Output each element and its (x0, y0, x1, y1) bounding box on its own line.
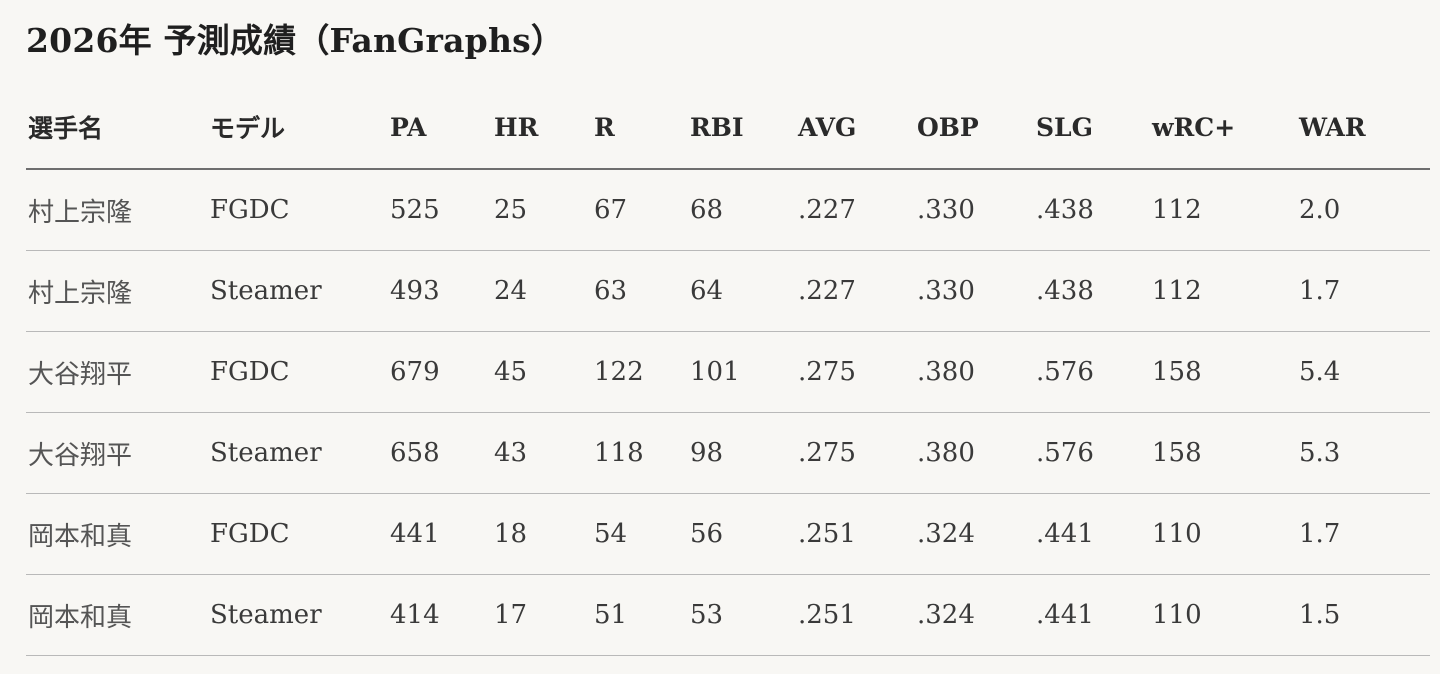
table-row: 岡本和真 Steamer 414 17 51 53 .251 .324 .441… (26, 574, 1430, 656)
r-cell: 63 (592, 250, 688, 332)
table-row: 岡本和真 FGDC 441 18 54 56 .251 .324 .441 11… (26, 493, 1430, 575)
rbi-cell: 56 (688, 493, 796, 575)
rbi-cell: 64 (688, 250, 796, 332)
obp-cell: .380 (915, 331, 1034, 413)
slg-cell: .441 (1034, 574, 1150, 656)
avg-cell: .227 (796, 169, 915, 251)
model-cell: FGDC (208, 169, 388, 251)
hr-cell: 43 (492, 412, 592, 494)
player-name-cell: 村上宗隆 (26, 250, 208, 332)
player-name-cell: 村上宗隆 (26, 169, 208, 251)
projection-table: 選手名 モデル PA HR R RBI AVG OBP SLG wRC+ WAR… (26, 86, 1430, 656)
war-cell: 1.7 (1297, 493, 1430, 575)
column-header-obp: OBP (915, 86, 1034, 170)
obp-cell: .380 (915, 412, 1034, 494)
wrc-plus-cell: 158 (1150, 412, 1297, 494)
column-header-pa: PA (388, 86, 492, 170)
player-name-cell: 岡本和真 (26, 493, 208, 575)
wrc-plus-cell: 110 (1150, 493, 1297, 575)
model-cell: Steamer (208, 412, 388, 494)
player-name-cell: 岡本和真 (26, 574, 208, 656)
obp-cell: .330 (915, 169, 1034, 251)
column-header-model: モデル (208, 86, 388, 170)
war-cell: 1.5 (1297, 574, 1430, 656)
r-cell: 67 (592, 169, 688, 251)
slg-cell: .576 (1034, 331, 1150, 413)
table-row: 村上宗隆 Steamer 493 24 63 64 .227 .330 .438… (26, 250, 1430, 332)
column-header-r: R (592, 86, 688, 170)
hr-cell: 24 (492, 250, 592, 332)
table-header: 選手名 モデル PA HR R RBI AVG OBP SLG wRC+ WAR (26, 86, 1430, 170)
column-header-hr: HR (492, 86, 592, 170)
avg-cell: .227 (796, 250, 915, 332)
rbi-cell: 98 (688, 412, 796, 494)
pa-cell: 493 (388, 250, 492, 332)
page-title: 2026年 予測成績（FanGraphs） (26, 21, 565, 60)
table-row: 村上宗隆 FGDC 525 25 67 68 .227 .330 .438 11… (26, 169, 1430, 251)
wrc-plus-cell: 110 (1150, 574, 1297, 656)
column-header-war: WAR (1297, 86, 1430, 170)
wrc-plus-cell: 112 (1150, 250, 1297, 332)
column-header-avg: AVG (796, 86, 915, 170)
r-cell: 118 (592, 412, 688, 494)
war-cell: 2.0 (1297, 169, 1430, 251)
model-cell: Steamer (208, 574, 388, 656)
avg-cell: .251 (796, 574, 915, 656)
pa-cell: 441 (388, 493, 492, 575)
column-header-slg: SLG (1034, 86, 1150, 170)
wrc-plus-cell: 158 (1150, 331, 1297, 413)
hr-cell: 18 (492, 493, 592, 575)
model-cell: Steamer (208, 250, 388, 332)
pa-cell: 525 (388, 169, 492, 251)
hr-cell: 17 (492, 574, 592, 656)
model-cell: FGDC (208, 493, 388, 575)
rbi-cell: 53 (688, 574, 796, 656)
r-cell: 122 (592, 331, 688, 413)
model-cell: FGDC (208, 331, 388, 413)
rbi-cell: 68 (688, 169, 796, 251)
wrc-plus-cell: 112 (1150, 169, 1297, 251)
obp-cell: .330 (915, 250, 1034, 332)
r-cell: 54 (592, 493, 688, 575)
table-row: 大谷翔平 FGDC 679 45 122 101 .275 .380 .576 … (26, 331, 1430, 413)
obp-cell: .324 (915, 574, 1034, 656)
hr-cell: 45 (492, 331, 592, 413)
pa-cell: 414 (388, 574, 492, 656)
hr-cell: 25 (492, 169, 592, 251)
player-name-cell: 大谷翔平 (26, 412, 208, 494)
slg-cell: .438 (1034, 250, 1150, 332)
avg-cell: .275 (796, 412, 915, 494)
slg-cell: .441 (1034, 493, 1150, 575)
avg-cell: .275 (796, 331, 915, 413)
pa-cell: 658 (388, 412, 492, 494)
column-header-wrc-plus: wRC+ (1150, 86, 1297, 170)
column-header-rbi: RBI (688, 86, 796, 170)
player-name-cell: 大谷翔平 (26, 331, 208, 413)
slg-cell: .438 (1034, 169, 1150, 251)
war-cell: 5.4 (1297, 331, 1430, 413)
slg-cell: .576 (1034, 412, 1150, 494)
war-cell: 5.3 (1297, 412, 1430, 494)
r-cell: 51 (592, 574, 688, 656)
avg-cell: .251 (796, 493, 915, 575)
table-body: 村上宗隆 FGDC 525 25 67 68 .227 .330 .438 11… (26, 169, 1430, 656)
rbi-cell: 101 (688, 331, 796, 413)
pa-cell: 679 (388, 331, 492, 413)
column-header-player: 選手名 (26, 86, 208, 170)
war-cell: 1.7 (1297, 250, 1430, 332)
obp-cell: .324 (915, 493, 1034, 575)
header-row: 選手名 モデル PA HR R RBI AVG OBP SLG wRC+ WAR (26, 86, 1430, 170)
table-row: 大谷翔平 Steamer 658 43 118 98 .275 .380 .57… (26, 412, 1430, 494)
